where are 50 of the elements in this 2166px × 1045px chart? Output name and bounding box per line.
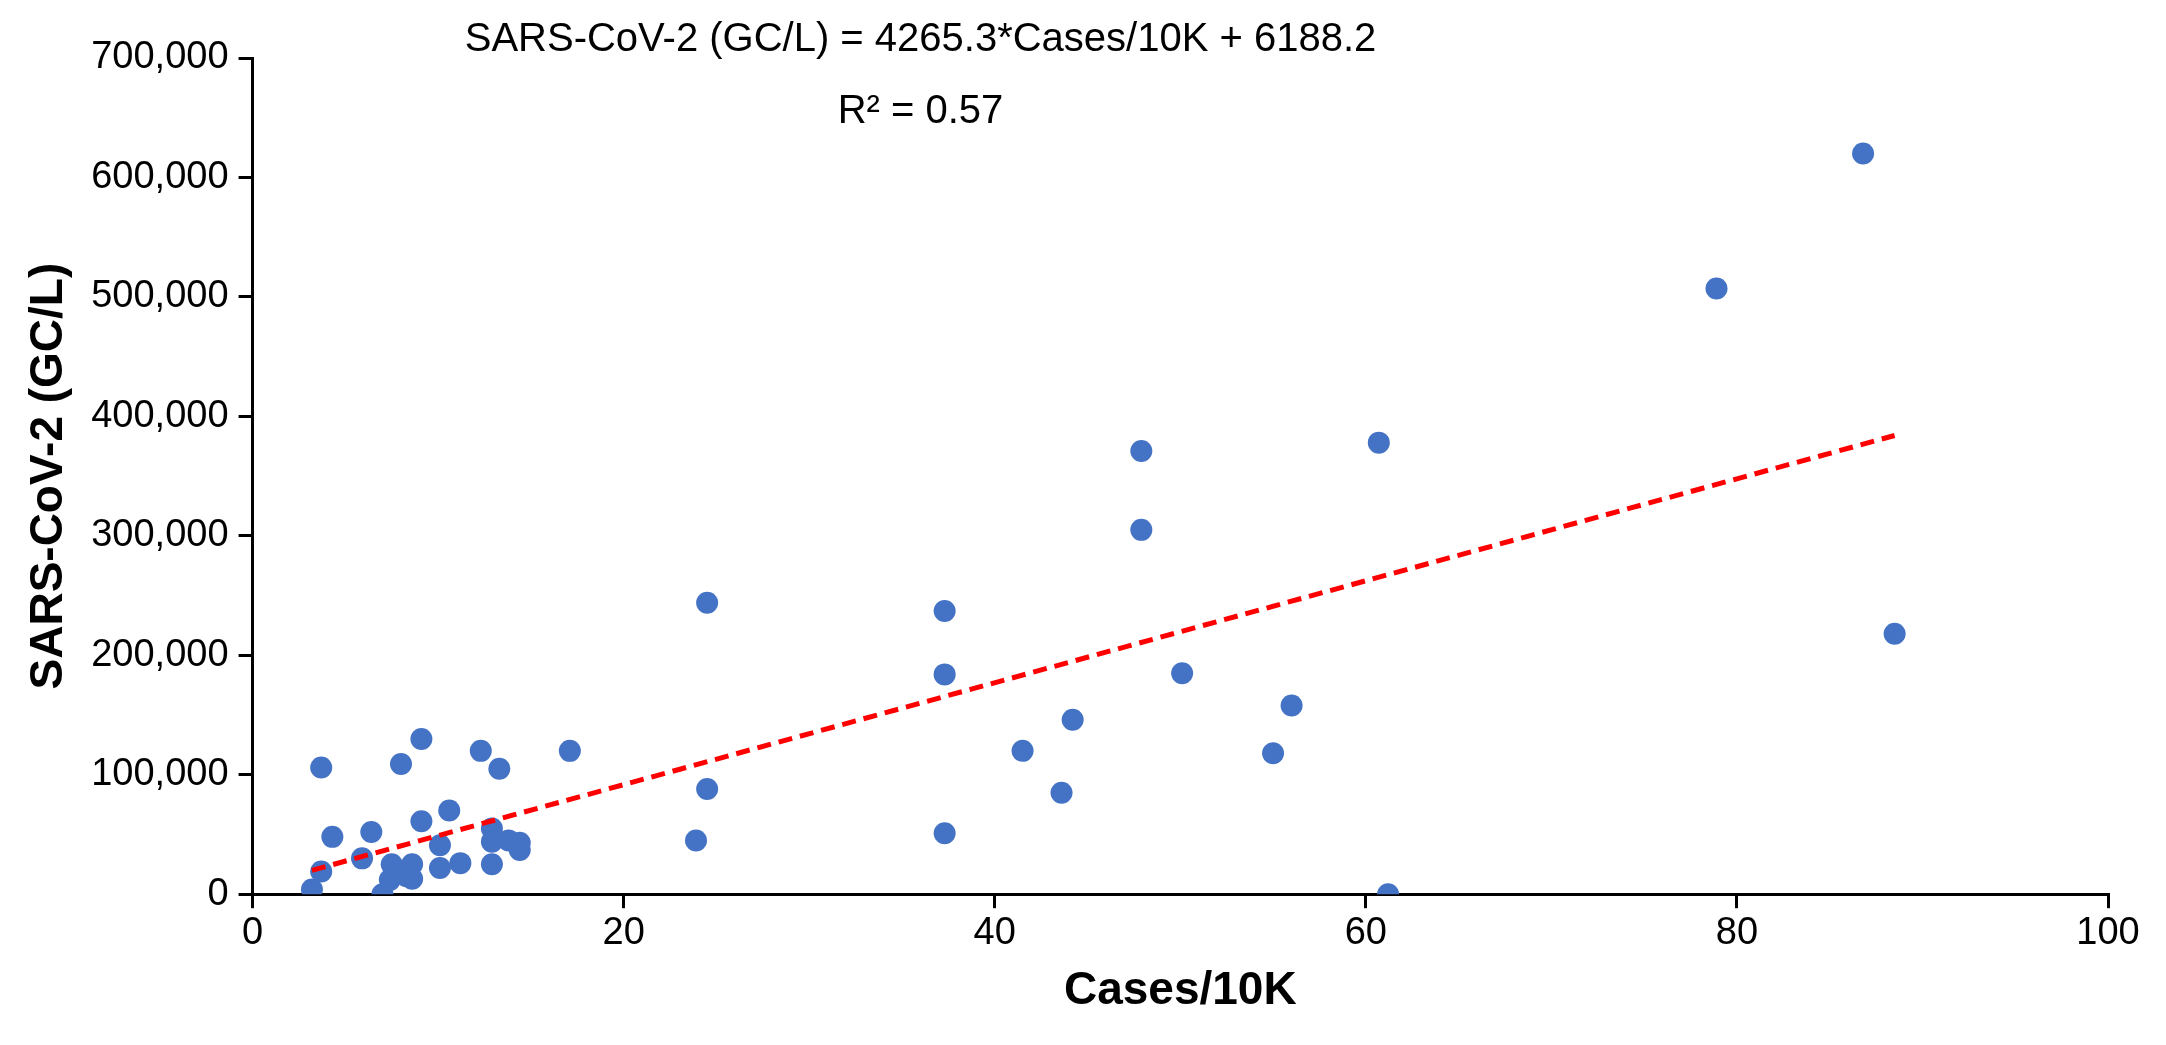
point [1130,440,1153,463]
point [488,757,511,780]
point [428,856,451,879]
x-tick-label: 60 [1344,910,1387,953]
point [1367,431,1390,454]
y-tick-label: 600,000 [91,153,229,196]
point [1171,662,1194,685]
point [410,810,433,833]
y-tick-label: 500,000 [91,273,229,316]
point [933,663,956,686]
y-tick-label: 700,000 [91,34,229,77]
y-tick-label: 400,000 [91,392,229,435]
point [310,756,333,779]
point [1705,277,1728,300]
point [696,591,719,614]
y-tick-label: 100,000 [91,751,229,794]
point [1050,781,1073,804]
x-axis-title: Cases/10K [1063,962,1297,1015]
point [1852,142,1875,165]
point [1883,622,1906,645]
x-tick-label: 100 [2076,910,2140,953]
y-axis-title: SARS-CoV-2 (GC/L) [20,262,73,690]
annotation: R² = 0.57 [837,87,1004,132]
point [480,853,503,876]
point [1011,739,1034,762]
point [438,799,461,822]
point [696,778,719,801]
y-tick-label: 0 [207,870,229,913]
point [410,727,433,750]
point [1130,518,1153,541]
point [449,852,472,875]
point [469,739,492,762]
point [558,739,581,762]
point [390,752,412,775]
point [321,825,344,848]
x-tick-label: 40 [973,910,1016,953]
point [933,600,956,623]
point [1280,694,1303,717]
x-tick-label: 0 [241,910,264,953]
y-tick-label: 200,000 [91,631,229,674]
point [360,821,383,844]
annotation: SARS-CoV-2 (GC/L) = 4265.3*Cases/10K + 6188.2 [464,15,1377,60]
x-tick-label: 20 [602,910,645,953]
y-tick-label: 300,000 [91,512,229,555]
point [933,822,956,845]
x-tick-label: 80 [1715,910,1759,953]
point [428,834,451,857]
point [1262,742,1285,765]
point [685,829,708,852]
point [1061,708,1084,731]
